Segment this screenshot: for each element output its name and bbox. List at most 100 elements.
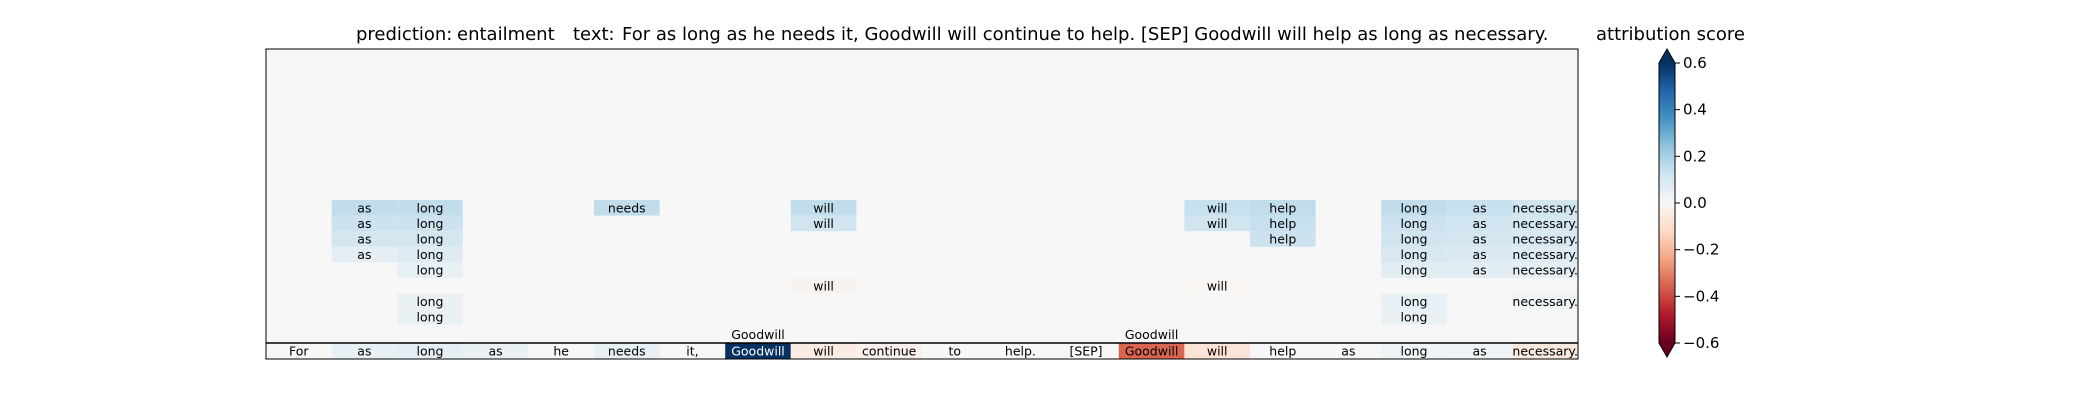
- token-cell: [266, 343, 332, 359]
- layer-cell: [397, 200, 463, 216]
- token-cell: [1315, 343, 1382, 359]
- layer-cell: [1446, 262, 1513, 278]
- layer-token-label: as: [357, 200, 371, 215]
- token-cell: [1250, 343, 1316, 359]
- heatmap-cells: For as long as he needs it, Goodwill will continu…: [266, 200, 1578, 359]
- layer-token-label: long: [417, 247, 444, 262]
- layer-cell: [1512, 215, 1578, 232]
- token-label: he: [553, 344, 569, 359]
- layer-token-label: help: [1269, 216, 1296, 231]
- layer-cell: [331, 231, 398, 247]
- layer-cell: [1512, 262, 1578, 278]
- token-cell: [725, 343, 791, 359]
- layer-cell: [790, 278, 857, 294]
- token-cell: [331, 343, 398, 359]
- colorbar-extend-max: [1659, 49, 1675, 63]
- above-token-label: Goodwill: [1125, 327, 1179, 342]
- layer-token-label: necessary.: [1512, 200, 1578, 215]
- colorbar-tick-label: 0.6: [1683, 54, 1707, 72]
- token-cell: [1184, 343, 1250, 359]
- colorbar-tick-label: 0.0: [1683, 194, 1707, 212]
- layer-cell: [397, 215, 463, 232]
- token-label: as: [1341, 344, 1355, 359]
- token-cell: [594, 343, 660, 359]
- layer-cell: [1446, 246, 1513, 263]
- layer-token-label: necessary.: [1512, 232, 1578, 247]
- layer-cell: [790, 200, 857, 216]
- layer-cell: [397, 246, 463, 263]
- text-label: text:: [573, 24, 615, 45]
- token-label: help.: [1005, 344, 1036, 359]
- colorbar-extend-min: [1659, 343, 1675, 357]
- layer-token-label: will: [1207, 216, 1228, 231]
- layer-cell: [1250, 231, 1316, 247]
- layer-token-label: will: [813, 216, 834, 231]
- prediction-label: prediction:: [356, 24, 452, 45]
- layer-cell: [331, 246, 398, 263]
- layer-token-label: as: [1473, 216, 1487, 231]
- layer-token-label: necessary.: [1512, 263, 1578, 278]
- prediction-value: entailment: [457, 24, 555, 45]
- layer-token-label: long: [1401, 232, 1428, 247]
- layer-cell: [397, 262, 463, 278]
- layer-cell: [1512, 246, 1578, 263]
- token-label: For: [289, 344, 309, 359]
- layer-token-label: long: [1401, 200, 1428, 215]
- layer-cell: [1512, 293, 1578, 310]
- layer-token-label: as: [1473, 232, 1487, 247]
- token-label: Goodwill: [731, 344, 785, 359]
- token-cell: [1053, 343, 1119, 359]
- token-label: it,: [686, 344, 698, 359]
- token-label: to: [949, 344, 962, 359]
- colorbar-tick-label: 0.4: [1683, 101, 1707, 119]
- layer-cell: [790, 215, 857, 232]
- token-label: as: [1473, 344, 1487, 359]
- token-label: as: [357, 344, 371, 359]
- colorbar-tick-label: −0.6: [1683, 334, 1719, 352]
- token-cell: [462, 343, 529, 359]
- heatmap-frame: [265, 48, 1579, 360]
- layer-cell: [1512, 231, 1578, 247]
- layer-token-label: needs: [608, 200, 646, 215]
- token-cell: [987, 343, 1054, 359]
- layer-token-label: as: [1473, 200, 1487, 215]
- layer-cell: [1250, 200, 1316, 216]
- layer-token-label: as: [357, 232, 371, 247]
- layer-cell: [1446, 200, 1513, 216]
- token-label: necessary.: [1512, 344, 1578, 359]
- colorbar-tick-label: 0.2: [1683, 147, 1707, 165]
- colorbar-label: attribution score: [1596, 24, 1745, 45]
- text-value: For as long as he needs it, Goodwill wil…: [622, 24, 1549, 45]
- token-label: needs: [608, 344, 646, 359]
- colorbar-tick-label: −0.2: [1683, 241, 1719, 259]
- layer-token-label: as: [1473, 263, 1487, 278]
- colorbar-tick-label: −0.4: [1683, 287, 1719, 305]
- layer-cell: [1381, 215, 1447, 232]
- layer-token-label: long: [1401, 247, 1428, 262]
- layer-token-label: will: [813, 278, 834, 293]
- layer-token-label: will: [813, 200, 834, 215]
- layer-cell: [1381, 309, 1447, 325]
- heatmap-plot-area: [266, 49, 1578, 359]
- layer-token-label: long: [417, 263, 444, 278]
- layer-token-label: necessary.: [1512, 247, 1578, 262]
- layer-cell: [397, 309, 463, 325]
- layer-token-label: will: [1207, 200, 1228, 215]
- layer-cell: [594, 200, 660, 216]
- layer-token-label: as: [357, 247, 371, 262]
- token-label: [SEP]: [1069, 344, 1102, 359]
- layer-cell: [1446, 231, 1513, 247]
- above-token-label: Goodwill: [731, 327, 785, 342]
- layer-cell: [1381, 262, 1447, 278]
- layer-token-label: long: [417, 232, 444, 247]
- token-label: help: [1269, 344, 1296, 359]
- token-cell: [397, 343, 463, 359]
- layer-cell: [1381, 293, 1447, 310]
- token-cell: [922, 343, 988, 359]
- token-label: will: [813, 344, 834, 359]
- layer-token-label: long: [417, 294, 444, 309]
- layer-token-label: long: [417, 310, 444, 325]
- token-label: Goodwill: [1125, 344, 1179, 359]
- layer-token-label: as: [357, 216, 371, 231]
